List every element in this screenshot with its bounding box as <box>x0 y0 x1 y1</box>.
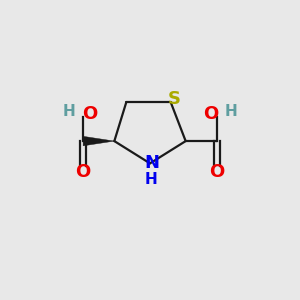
Text: O: O <box>203 105 218 123</box>
Text: O: O <box>209 163 224 181</box>
Text: O: O <box>76 163 91 181</box>
Text: O: O <box>82 105 97 123</box>
Text: H: H <box>62 104 75 119</box>
Text: H: H <box>145 172 158 187</box>
Text: H: H <box>225 104 238 119</box>
Polygon shape <box>83 136 114 146</box>
Text: S: S <box>168 90 181 108</box>
Text: N: N <box>144 154 159 172</box>
